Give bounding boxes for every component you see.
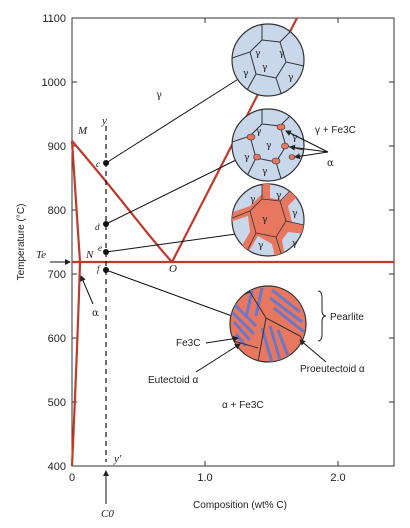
svg-text:γ: γ — [262, 63, 267, 73]
eutectoid-alpha-arrow — [195, 343, 241, 373]
alpha-solvus-upper — [70, 140, 82, 263]
svg-text:γ: γ — [288, 73, 293, 83]
label-o: O — [169, 263, 177, 275]
svg-text:γ: γ — [244, 153, 249, 163]
gamma-region-label: γ — [156, 90, 162, 101]
svg-text:γ: γ — [255, 49, 260, 59]
label-te: Te — [36, 249, 46, 261]
label-d: d — [95, 222, 100, 232]
svg-text:γ: γ — [243, 69, 248, 79]
y-tick-label: 600 — [48, 333, 66, 345]
label-c: c — [96, 159, 100, 169]
microstructure-gamma-alpha-nuclei: γ γ γ γ γ — [231, 108, 305, 182]
alpha-fe3c-label: α + Fe3C — [222, 400, 264, 411]
microstructure-proeutectoid-alpha: γ γ γ γ γ γ — [231, 183, 305, 257]
alpha-region-arrow — [80, 275, 94, 305]
proeutectoid-alpha-arrow — [299, 339, 327, 363]
microstructure-gamma: γ γ γ γ γ — [231, 23, 305, 97]
fe3c-arrow — [205, 335, 239, 344]
y-axis — [72, 17, 394, 467]
svg-text:γ: γ — [256, 127, 261, 137]
y-tick-label: 500 — [48, 397, 66, 409]
gamma-fe3c-label: γ + Fe3C — [315, 125, 356, 136]
label-c0: C0 — [101, 508, 114, 520]
proeutectoid-alpha-label: Proeutectoid α — [300, 364, 365, 375]
x-axis-label: Composition (wt% C) — [193, 500, 287, 511]
y-tick-label: 700 — [48, 269, 66, 281]
pearlite-label: Pearlite — [330, 312, 364, 323]
y-axis-label: Temperature (°C) — [16, 204, 27, 281]
svg-text:γ: γ — [258, 241, 263, 251]
y-tick-label: 1100 — [42, 13, 66, 25]
svg-text:γ: γ — [292, 133, 297, 143]
svg-text:γ: γ — [250, 195, 255, 205]
x-tick-label: 1.0 — [197, 472, 212, 484]
y-tick-label: 800 — [48, 205, 66, 217]
alpha-solvus-lower — [70, 261, 82, 467]
label-y-bottom: y' — [113, 453, 122, 465]
phase-boundaries — [70, 17, 394, 467]
svg-text:γ: γ — [292, 209, 297, 219]
label-m: M — [77, 125, 88, 137]
svg-text:γ: γ — [276, 191, 281, 201]
label-y-top: y — [101, 115, 107, 127]
plot-frame — [71, 17, 395, 467]
x-axis — [71, 18, 339, 466]
y-tick-label: 900 — [48, 141, 66, 153]
x-tick-label: 0 — [69, 472, 75, 484]
svg-text:γ: γ — [266, 141, 271, 151]
y-tick-label: 1000 — [42, 77, 66, 89]
microstructure-pearlite — [229, 285, 307, 363]
y-tick-label: 400 — [48, 461, 66, 473]
gamma-alpha-boundary — [71, 140, 173, 263]
label-e: e — [98, 243, 102, 253]
svg-text:γ: γ — [262, 215, 267, 225]
label-f: f — [97, 264, 101, 274]
alpha-nuclei-leaders — [285, 130, 329, 160]
eutectoid-alpha-label: Eutectoid α — [148, 375, 198, 386]
fe3c-label: Fe3C — [176, 338, 200, 349]
svg-text:γ: γ — [279, 49, 284, 59]
svg-text:γ: γ — [262, 167, 267, 177]
svg-text:γ: γ — [292, 239, 297, 249]
x-tick-label: 2.0 — [330, 472, 345, 484]
label-n: N — [85, 249, 94, 261]
pearlite-bracket — [317, 290, 327, 342]
alpha-lower-label: α — [92, 308, 99, 319]
alpha-nuclei-label: α — [327, 158, 334, 169]
leader-lines — [105, 77, 241, 317]
